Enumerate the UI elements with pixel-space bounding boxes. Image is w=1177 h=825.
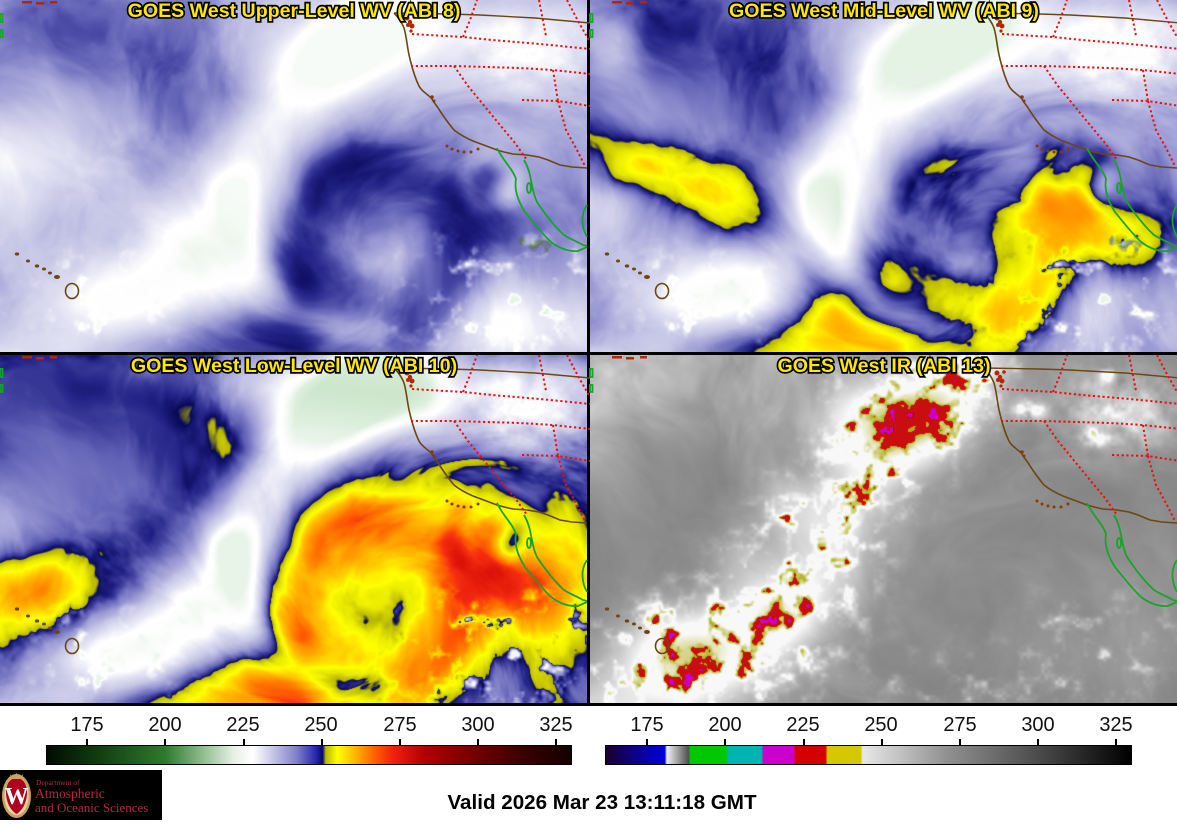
- svg-text:GOES West IR (ABI 13): GOES West IR (ABI 13): [777, 355, 990, 377]
- svg-text:Department of: Department of: [36, 778, 80, 787]
- svg-text:GOES West Upper-Level WV (ABI: GOES West Upper-Level WV (ABI 8): [128, 0, 461, 22]
- svg-text:W: W: [5, 784, 29, 810]
- svg-text:Atmospheric: Atmospheric: [35, 786, 105, 801]
- svg-text:and Oceanic Sciences: and Oceanic Sciences: [35, 800, 148, 815]
- svg-text:GOES West Mid-Level WV (ABI 9): GOES West Mid-Level WV (ABI 9): [729, 0, 1039, 22]
- svg-text:GOES West Low-Level WV (ABI 10: GOES West Low-Level WV (ABI 10): [131, 355, 457, 377]
